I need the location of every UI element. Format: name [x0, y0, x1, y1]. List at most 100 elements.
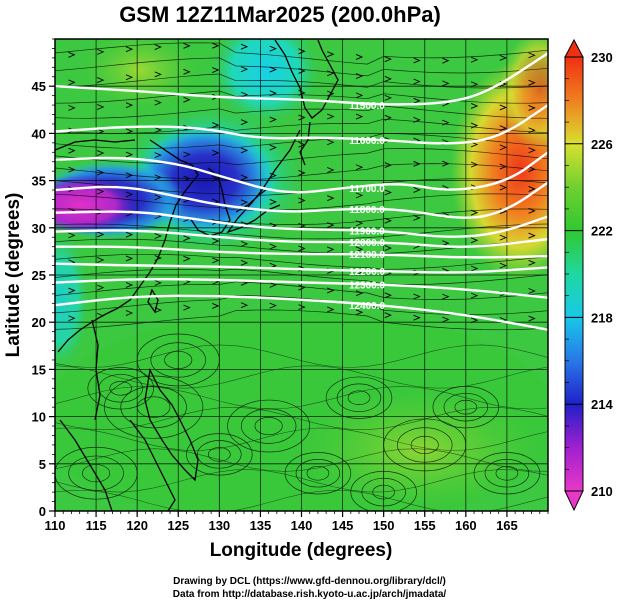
wind-arrow — [384, 189, 392, 196]
wind-arrow — [68, 51, 76, 58]
y-tick-label: 40 — [32, 126, 46, 141]
wind-arrow — [442, 293, 450, 300]
wind-arrow — [125, 255, 134, 262]
wind-arrow — [499, 262, 507, 269]
wind-arrow — [68, 232, 76, 239]
wind-arrow — [528, 288, 536, 294]
wind-arrow — [355, 73, 364, 79]
wind-arrow — [413, 314, 421, 321]
wind-arrow — [183, 235, 191, 242]
temperature-field — [55, 39, 548, 511]
wind-arrow — [413, 116, 421, 123]
wind-arrow — [327, 70, 335, 77]
contour-line — [55, 294, 548, 331]
wind-arrow — [355, 309, 364, 316]
wind-arrow — [269, 66, 277, 73]
wind-arrow — [212, 257, 220, 264]
y-tick-label: 30 — [32, 221, 46, 236]
streamline-eddy — [284, 452, 352, 495]
wind-arrow — [470, 265, 479, 272]
wind-arrow — [125, 46, 134, 53]
wind-arrow — [154, 194, 162, 201]
wind-arrow — [413, 160, 421, 167]
wind-arrow — [499, 104, 507, 111]
wind-arrow — [269, 116, 277, 123]
streamline-eddy — [254, 417, 283, 436]
wind-arrow — [384, 114, 392, 121]
y-tick-label: 45 — [32, 79, 46, 94]
wind-arrow — [327, 195, 335, 202]
colorbar-tick-label: 230 — [591, 50, 613, 65]
wind-arrow — [528, 166, 536, 173]
wind-arrow — [240, 259, 249, 266]
wind-arrow — [470, 161, 479, 168]
wind-arrow — [384, 94, 392, 101]
wind-arrow — [97, 169, 105, 176]
wind-arrow — [68, 287, 76, 294]
wind-arrow — [240, 302, 249, 309]
wind-arrow — [298, 48, 306, 55]
contour-label: 12100.0 — [349, 250, 386, 261]
wind-arrow — [413, 78, 421, 85]
wind-arrow — [125, 231, 134, 238]
contour-label: 11600.0 — [349, 136, 385, 147]
wind-arrow — [240, 91, 249, 98]
wind-arrow — [269, 199, 277, 205]
wind-arrow — [413, 97, 421, 104]
x-tick-label: 115 — [86, 518, 107, 533]
wind-arrow — [183, 68, 191, 75]
wind-arrow — [240, 240, 249, 247]
contour-line — [55, 151, 548, 194]
contour-label: 11800.0 — [349, 205, 385, 216]
wind-arrow — [327, 222, 335, 228]
wind-arrow — [355, 164, 364, 171]
streamline-eddy — [325, 376, 393, 419]
x-tick-label: 140 — [291, 518, 313, 533]
wind-arrow — [240, 43, 249, 50]
wind-arrow — [327, 287, 335, 294]
wind-arrow — [125, 310, 134, 316]
wind-arrow — [269, 302, 277, 309]
streamline-eddy — [306, 465, 330, 481]
wind-arrow — [154, 233, 162, 239]
wind-arrow — [97, 150, 105, 156]
wind-arrow — [97, 231, 105, 238]
colorbar-tick-label: 218 — [591, 310, 613, 325]
wind-arrow — [413, 186, 421, 193]
wind-arrow — [183, 42, 191, 49]
streamline-eddy — [87, 367, 154, 410]
height-contours: 11500.0 11600.0 11700.0 11800.0 11900.012000… — [55, 52, 548, 331]
wind-arrow — [97, 77, 105, 83]
wind-arrow — [269, 45, 277, 52]
contour-line — [55, 262, 548, 274]
contour-line — [55, 245, 548, 259]
colorbar-tick-label: 210 — [591, 484, 613, 499]
wind-arrow — [384, 76, 392, 82]
wind-arrow — [384, 56, 392, 63]
colorbar-tick-label: 226 — [591, 137, 613, 152]
wind-arrow — [154, 307, 162, 314]
wind-arrow — [470, 292, 479, 299]
wind-arrow — [528, 207, 536, 214]
wind-arrow — [470, 237, 479, 244]
wind-arrow — [413, 57, 421, 64]
wind-arrow — [212, 303, 220, 309]
wind-arrow — [269, 90, 277, 97]
wind-arrow — [327, 246, 335, 253]
wind-arrow — [154, 152, 162, 159]
y-tick-label: 15 — [32, 362, 46, 377]
wind-arrow — [212, 67, 220, 73]
streamline-eddy — [347, 390, 371, 405]
wind-arrow — [97, 188, 105, 195]
wind-arrow — [384, 217, 392, 224]
wind-arrow — [298, 284, 306, 291]
wind-arrow — [183, 304, 191, 311]
wind-arrow — [68, 104, 76, 111]
wind-arrow — [499, 54, 507, 61]
colorbar-tick-label: 214 — [591, 397, 613, 412]
wind-arrow — [355, 92, 364, 99]
x-tick-label: 155 — [414, 518, 436, 533]
wind-arrow — [125, 151, 134, 158]
wind-arrow — [97, 284, 105, 291]
